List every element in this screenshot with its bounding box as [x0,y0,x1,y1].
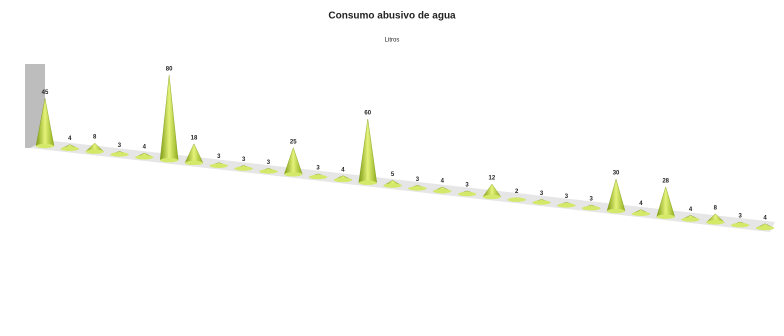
data-label: 12 [489,176,496,182]
cone-base [184,160,203,166]
cone-base [458,191,477,197]
cone-base [408,186,427,191]
cone [606,178,626,212]
data-label: 3 [217,154,221,160]
cone-base [656,214,675,219]
cone-base [160,157,179,163]
data-label: 3 [739,214,743,220]
data-label: 25 [290,139,297,145]
cone [184,143,204,164]
cone-base [85,149,104,154]
cone-base [209,163,228,168]
data-label: 5 [391,172,395,178]
cone-base [135,155,154,160]
data-label: 4 [689,207,693,213]
cone-base [36,143,54,149]
data-label: 4 [639,201,643,207]
data-label: 3 [465,182,469,188]
data-label: 3 [118,143,122,149]
cone-base [482,194,501,200]
data-label: 8 [93,135,97,141]
data-label: 3 [565,194,569,200]
data-label: 3 [590,197,594,203]
cone-base [60,146,79,152]
data-label: 4 [143,145,147,151]
data-label: 4 [341,167,345,173]
cone-base [333,177,352,183]
data-label: 3 [416,177,420,183]
cone-base [433,189,452,194]
data-label: 2 [515,189,519,195]
data-label: 4 [441,179,445,185]
cone-base [507,197,526,202]
cone [283,147,303,175]
cone-base [532,200,551,205]
cone [358,118,377,183]
data-label: 3 [242,157,246,163]
chart-subtitle: Litros [385,38,400,44]
data-label: 3 [540,191,544,197]
cone-base [706,220,725,225]
cone-base [731,222,750,228]
cone [656,186,675,217]
data-label: 8 [714,205,718,211]
cone-base [631,211,650,217]
cone-base [234,166,253,171]
data-label: 60 [364,111,371,117]
data-label: 4 [68,136,72,142]
data-label: 45 [42,90,49,96]
cone-base [309,174,328,180]
cone-base [681,217,700,222]
cone-base [582,206,601,211]
cone-base [259,169,278,174]
chart-title: Consumo abusivo de agua [328,11,456,22]
cone-base [756,225,774,231]
data-label: 18 [191,135,198,141]
cone-base [607,208,626,214]
data-label: 3 [267,160,271,166]
data-label: 3 [316,165,320,171]
cone-base [358,180,377,185]
cone-base [284,172,303,177]
cone [159,75,179,161]
cone-base [383,183,402,188]
data-label: 80 [166,67,173,73]
data-label: 4 [763,215,767,221]
data-label: 30 [613,171,620,177]
cone-base [110,152,129,157]
data-label: 28 [662,179,669,185]
cone-base [557,203,576,208]
